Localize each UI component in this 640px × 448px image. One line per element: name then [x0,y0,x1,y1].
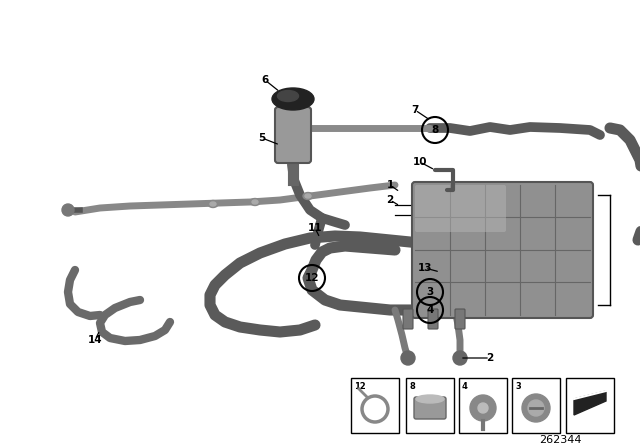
Text: 2: 2 [387,195,394,205]
Text: 8: 8 [431,125,438,135]
Text: 1: 1 [387,180,394,190]
FancyBboxPatch shape [412,182,593,318]
Polygon shape [574,391,606,415]
Circle shape [470,395,496,421]
FancyBboxPatch shape [455,309,465,329]
FancyBboxPatch shape [459,378,507,433]
Text: 12: 12 [354,382,365,391]
Ellipse shape [272,88,314,110]
Circle shape [62,204,74,216]
Ellipse shape [208,201,218,207]
FancyBboxPatch shape [351,378,399,433]
Text: 10: 10 [413,157,428,167]
FancyBboxPatch shape [415,185,506,232]
Ellipse shape [305,194,311,198]
Circle shape [453,351,467,365]
Ellipse shape [252,200,258,204]
Ellipse shape [250,198,260,206]
Text: 14: 14 [88,335,102,345]
FancyBboxPatch shape [403,309,413,329]
Circle shape [528,400,544,416]
Text: 4: 4 [462,382,468,391]
Circle shape [522,394,550,422]
FancyBboxPatch shape [414,397,446,419]
Ellipse shape [278,90,298,102]
Text: 7: 7 [412,105,419,115]
FancyBboxPatch shape [566,378,614,433]
Text: 12: 12 [305,273,319,283]
Circle shape [478,403,488,413]
Ellipse shape [303,193,313,199]
FancyBboxPatch shape [275,107,311,163]
FancyBboxPatch shape [428,309,438,329]
Text: 3: 3 [426,287,434,297]
Ellipse shape [416,395,444,403]
Text: 5: 5 [259,133,266,143]
Text: 2: 2 [486,353,493,363]
Text: 4: 4 [426,305,434,315]
Text: 6: 6 [261,75,269,85]
Text: 262344: 262344 [539,435,581,445]
Text: 11: 11 [308,223,323,233]
Text: 8: 8 [409,382,415,391]
FancyBboxPatch shape [406,378,454,433]
FancyBboxPatch shape [512,378,560,433]
Circle shape [401,351,415,365]
Ellipse shape [210,202,216,206]
Text: 3: 3 [515,382,521,391]
Text: 13: 13 [418,263,432,273]
